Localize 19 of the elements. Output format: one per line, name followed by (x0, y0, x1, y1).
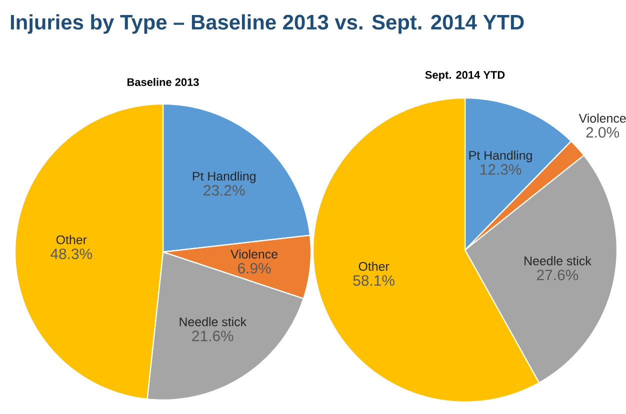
slice-label: Needle stick (524, 256, 592, 266)
slice-label: Pt Handling (192, 171, 256, 184)
data-label: 27.6% (537, 270, 578, 280)
data-label: 48.3% (50, 248, 92, 260)
slice-label: Pt Handling (469, 150, 532, 162)
data-label: 23.2% (204, 185, 245, 196)
text: Injuries by Type – Baseline 2013 vs. Sept. 2014 YTD (10, 14, 524, 34)
slice-label: Violence (578, 114, 626, 123)
data-label: 58.1% (353, 275, 394, 286)
data-label: 12.3% (480, 164, 522, 175)
slice-label: Other (56, 235, 87, 244)
chart-title: Baseline 2013 (127, 78, 199, 86)
data-label: 6.9% (238, 262, 271, 274)
slice-label: Violence (230, 249, 278, 259)
slice-label: Other (358, 262, 390, 271)
chart-title: Sept. 2014 YTD (425, 71, 505, 81)
data-label: 21.6% (192, 330, 234, 342)
data-label: 2.0% (586, 127, 620, 138)
slice-label: Needle stick (180, 317, 247, 326)
